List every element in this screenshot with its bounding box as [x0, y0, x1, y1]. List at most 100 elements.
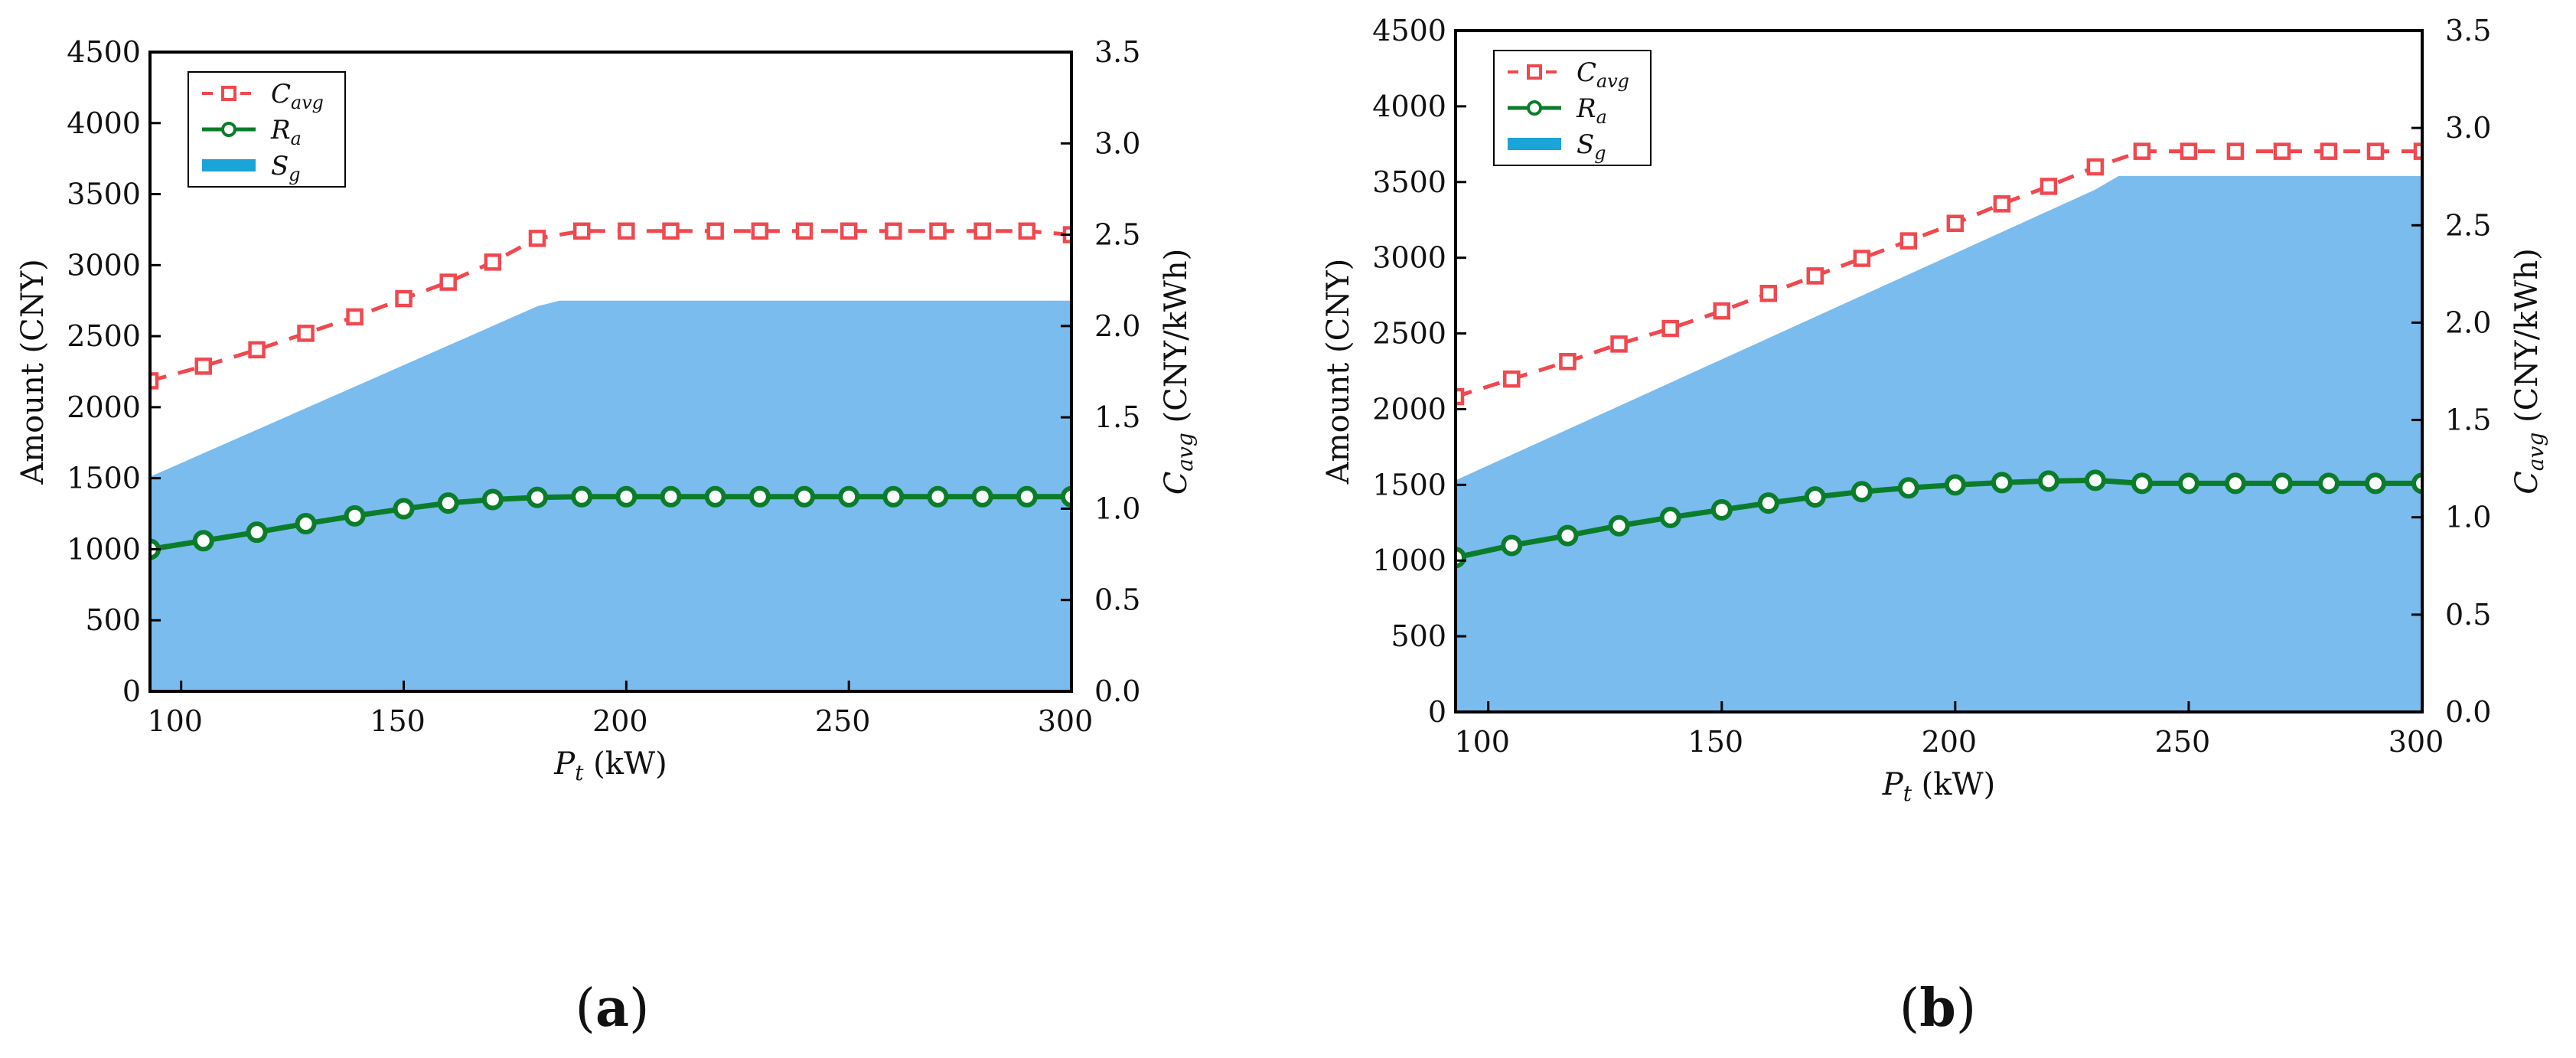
- cavg-point: [297, 325, 315, 342]
- y-axis-label: Amount (CNY): [1321, 259, 1356, 485]
- legend-label-sg-symbol: S: [271, 151, 289, 181]
- cavg-point: [1610, 335, 1628, 353]
- cavg-point: [346, 308, 364, 326]
- cavg-point: [1946, 214, 1965, 232]
- y2-axis-label-unit: (CNY/kWh): [2509, 248, 2545, 433]
- y2-axis-label-unit: (CNY/kWh): [1159, 249, 1194, 433]
- y2-tick-label: 2.0: [2445, 305, 2491, 339]
- x-axis-label-unit: (kW): [1912, 767, 1995, 802]
- y2-axis-label-symbol: C: [2509, 471, 2545, 495]
- cavg-point: [2040, 178, 2058, 195]
- y-tick-label: 1500: [67, 462, 141, 495]
- y-tick-label: 0: [1428, 695, 1446, 729]
- cavg-point: [484, 253, 502, 271]
- y2-axis-label: Cavg (CNY/kWh): [1159, 249, 1198, 495]
- x-tick-label: 300: [2389, 725, 2444, 759]
- plot-frame: [1454, 29, 2424, 713]
- y2-tick-label: 1.0: [2445, 501, 2491, 534]
- y2-tick-label: 1.0: [1094, 491, 1140, 525]
- ra-point: [437, 492, 459, 514]
- legend-ra-marker: [221, 122, 236, 137]
- y-tick-label: 4000: [1372, 90, 1446, 123]
- cavg-point: [439, 273, 457, 291]
- ra-point: [1557, 524, 1579, 547]
- y-tick-label: 2000: [67, 390, 141, 424]
- cavg-point: [1806, 267, 1824, 285]
- ra-point: [2364, 472, 2386, 495]
- legend-label-ra-sub: a: [291, 128, 302, 149]
- ra-point: [704, 485, 726, 508]
- ra-point: [1456, 547, 1466, 569]
- legend-label-sg-sub: g: [289, 164, 300, 185]
- ra-point: [1897, 477, 1919, 499]
- y-tick-label: 2500: [1372, 317, 1446, 351]
- plot-frame: [148, 51, 1073, 693]
- legend-label-sg-symbol: S: [1577, 129, 1594, 160]
- ra-point: [748, 485, 771, 508]
- ra-point: [1501, 534, 1523, 557]
- y-tick-label: 1000: [67, 532, 141, 566]
- y2-tick-label: 2.5: [1094, 218, 1140, 252]
- ra-point: [1016, 485, 1038, 508]
- panel-label-b-letter: b: [1919, 978, 1956, 1039]
- ra-point: [794, 485, 816, 508]
- ra-point: [2271, 472, 2293, 495]
- ra-point: [1061, 485, 1071, 508]
- y-axis-label: Amount (CNY): [15, 259, 51, 485]
- y-tick-label: 3000: [1372, 241, 1446, 275]
- x-axis-label-sub: t: [575, 760, 584, 785]
- cavg-point: [795, 222, 814, 240]
- x-axis-label-symbol: P: [553, 746, 576, 782]
- cavg-point: [1456, 387, 1465, 406]
- ra-point: [1944, 474, 1966, 496]
- cavg-point: [1018, 222, 1036, 240]
- ra-point: [971, 485, 993, 508]
- cavg-point: [1661, 319, 1679, 338]
- cavg-point: [2226, 142, 2245, 160]
- x-tick-label: 300: [1038, 704, 1094, 738]
- legend-label-sg-sub: g: [1594, 142, 1606, 164]
- legend-label-cavg-symbol: C: [1577, 57, 1596, 88]
- panel-label-b: (b): [1899, 978, 1977, 1039]
- x-axis-label-symbol: P: [1882, 767, 1904, 802]
- y-tick-label: 1000: [1372, 544, 1446, 577]
- y2-tick-label: 2.0: [1094, 309, 1140, 343]
- ra-point: [927, 485, 949, 508]
- legend-cavg-marker: [1527, 64, 1542, 80]
- y-tick-label: 0: [122, 674, 141, 708]
- cavg-point: [885, 222, 902, 240]
- y-tick-label: 1500: [1372, 468, 1446, 501]
- x-tick-label: 200: [592, 704, 648, 738]
- ra-point: [2224, 472, 2246, 495]
- ra-point: [481, 488, 504, 511]
- cavg-point: [1713, 302, 1731, 320]
- y2-tick-label: 0.5: [1094, 583, 1140, 617]
- x-tick-label: 100: [147, 704, 203, 738]
- x-tick-label: 150: [1688, 725, 1744, 759]
- ra-point: [344, 505, 366, 527]
- y2-axis-label: Cavg (CNY/kWh): [2509, 248, 2548, 495]
- cavg-point: [662, 222, 680, 240]
- legend-label-cavg-sub: avg: [1596, 70, 1629, 92]
- y-tick-label: 4500: [67, 35, 141, 69]
- plot-area: [1456, 142, 2422, 712]
- cavg-point: [1993, 195, 2011, 213]
- cavg-point: [973, 222, 991, 240]
- cavg-point: [618, 222, 635, 240]
- y2-tick-label: 2.5: [2445, 208, 2491, 242]
- y2-tick-label: 1.5: [2445, 403, 2491, 437]
- legend-label-ra-sub: a: [1596, 106, 1607, 128]
- cavg-point: [2413, 142, 2422, 160]
- cavg-point: [194, 358, 213, 375]
- legend-label-sg: Sg: [1577, 129, 1606, 164]
- y2-axis-label-sub: avg: [2523, 433, 2548, 471]
- ra-point: [1757, 492, 1779, 514]
- panel-label-a: (a): [575, 978, 649, 1039]
- chart-panel-a: 0 500 1000 1500 2000 2500 3000 3500 4000 4500 0.0 0…: [15, 35, 1198, 785]
- y-tick-label: 3000: [67, 248, 141, 282]
- y2-axis-label-sub: avg: [1172, 433, 1198, 471]
- y2-tick-label: 0.5: [2445, 598, 2491, 632]
- y-tick-label: 500: [1391, 619, 1446, 653]
- legend-label-cavg: Cavg: [271, 79, 324, 113]
